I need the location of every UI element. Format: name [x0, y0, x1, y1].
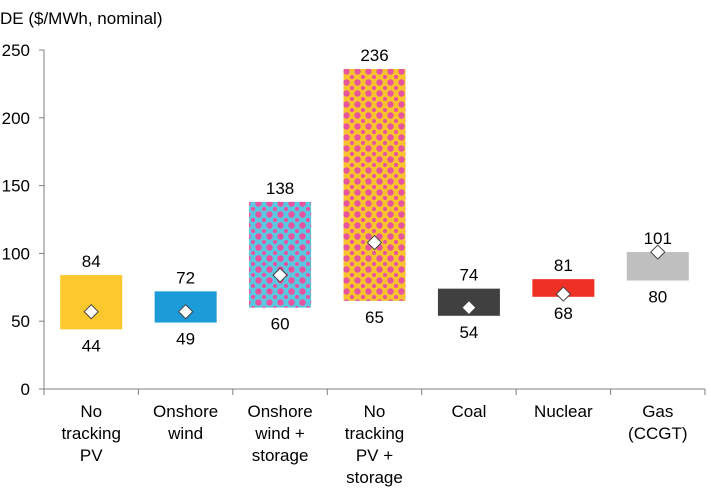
low-value-label: 65: [365, 308, 384, 327]
y-tick-label: 0: [21, 380, 30, 399]
high-value-label: 81: [554, 256, 573, 275]
category-label: wind: [167, 424, 203, 443]
category-label: (CCGT): [628, 424, 687, 443]
midpoint-marker: [177, 304, 194, 320]
midpoint-marker: [272, 267, 288, 283]
y-tick-label: 50: [11, 312, 30, 331]
low-value-label: 54: [459, 323, 478, 342]
range-bar: [249, 201, 312, 308]
category-label: storage: [252, 446, 309, 465]
category-label: storage: [346, 468, 403, 487]
category-label: Nuclear: [534, 402, 593, 421]
high-value-label: 101: [644, 229, 672, 248]
midpoint-marker: [83, 304, 99, 320]
category-label: PV +: [356, 446, 393, 465]
midpoint-marker: [650, 244, 666, 260]
high-value-label: 72: [176, 268, 195, 287]
high-value-label: 236: [360, 46, 388, 65]
high-value-label: 138: [266, 179, 294, 198]
y-tick-label: 250: [2, 41, 30, 60]
category-label: PV: [80, 446, 103, 465]
category-label: tracking: [345, 424, 405, 443]
low-value-label: 60: [271, 315, 290, 334]
category-label: Gas: [642, 402, 673, 421]
category-label: Onshore: [153, 402, 218, 421]
high-value-label: 74: [459, 266, 478, 285]
range-bar: [60, 275, 123, 330]
low-value-label: 44: [82, 336, 101, 355]
y-axis-title: DE ($/MWh, nominal): [0, 9, 163, 28]
category-label: tracking: [61, 424, 121, 443]
midpoint-marker: [461, 299, 477, 316]
category-label: No: [364, 402, 386, 421]
midpoint-marker: [366, 234, 383, 251]
range-bar: [343, 68, 406, 301]
y-tick-label: 150: [2, 177, 30, 196]
category-label: Coal: [451, 402, 486, 421]
midpoint-marker: [555, 286, 572, 302]
y-tick-label: 200: [2, 109, 30, 128]
low-value-label: 68: [554, 304, 573, 323]
low-value-label: 49: [176, 330, 195, 349]
y-tick-label: 100: [2, 244, 30, 263]
high-value-label: 84: [82, 252, 101, 271]
category-label: wind +: [254, 424, 305, 443]
category-label: Onshore: [247, 402, 312, 421]
category-label: No: [80, 402, 102, 421]
low-value-label: 80: [648, 288, 667, 307]
